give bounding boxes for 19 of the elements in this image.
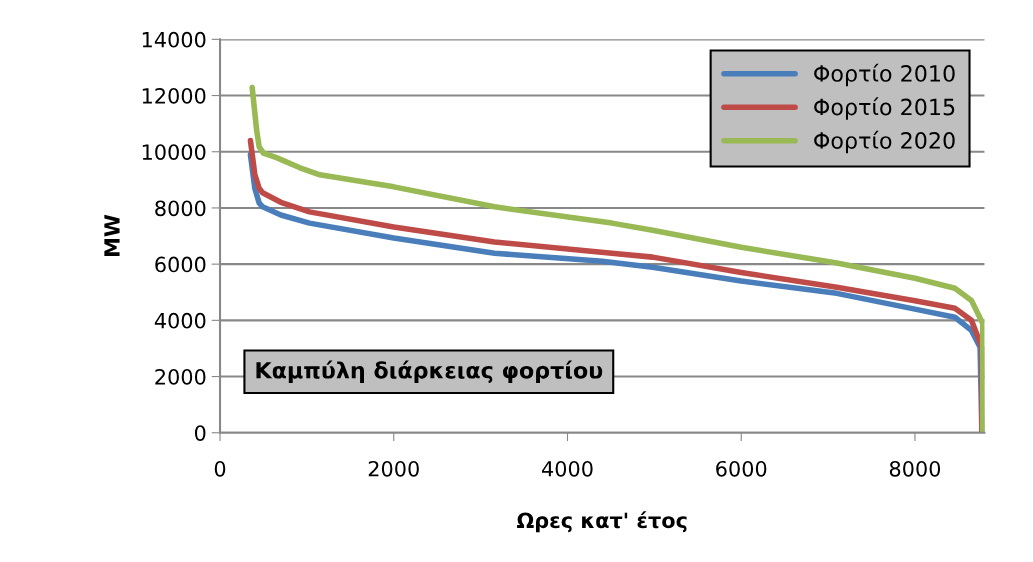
y-tick-label: 6000 <box>155 256 206 273</box>
legend-label: Φορτίο 2020 <box>814 130 955 154</box>
x-tick-label: 8000 <box>889 460 941 477</box>
y-tick-label: 12000 <box>142 87 206 104</box>
x-tick-label: 0 <box>214 460 226 477</box>
y-tick-label: 2000 <box>155 368 206 385</box>
legend-label: Φορτίο 2015 <box>814 97 955 120</box>
x-tick-label: 6000 <box>716 460 767 477</box>
x-axis-title: Ωρες κατ' έτος <box>517 511 687 533</box>
legend-label: Φορτίο 2010 <box>814 63 955 87</box>
y-tick-label: 14000 <box>142 31 206 48</box>
y-tick-label: 8000 <box>155 200 206 217</box>
y-tick-label: 4000 <box>154 312 206 329</box>
x-tick-label: 4000 <box>542 460 593 477</box>
x-tick-label: 2000 <box>368 460 419 477</box>
annotation: Καμπύλη διάρκειας φορτίου <box>256 360 603 383</box>
y-tick-label: 0 <box>194 425 206 441</box>
y-axis-title: MW <box>104 214 120 256</box>
y-tick-label: 10000 <box>142 144 206 160</box>
